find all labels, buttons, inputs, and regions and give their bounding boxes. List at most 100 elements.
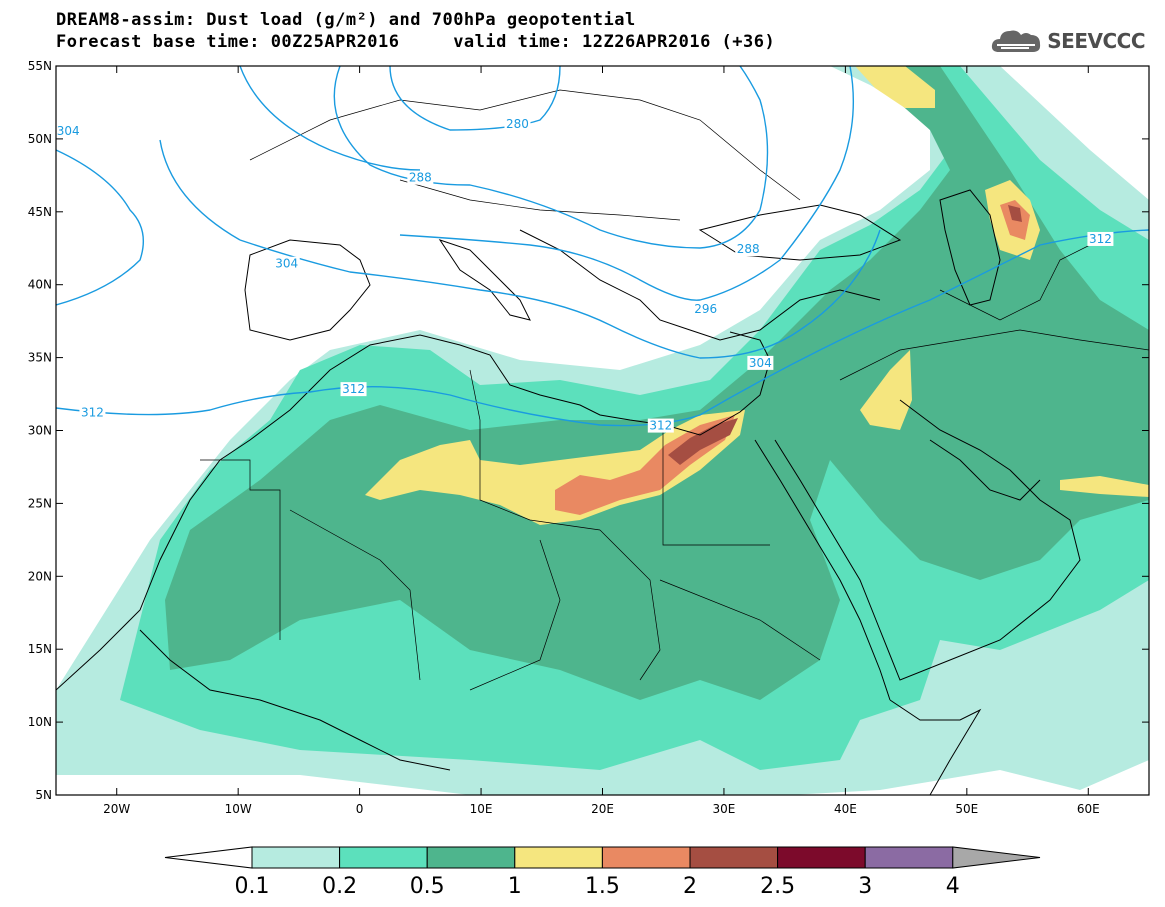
italy-coast	[438, 239, 531, 321]
border-chad	[599, 529, 661, 681]
contour-label-312: 312	[340, 382, 367, 397]
persian-gulf	[929, 439, 1041, 501]
red-sea	[754, 439, 891, 701]
coastlines	[56, 189, 1081, 795]
colorbar-label-3: 3	[858, 874, 872, 899]
cloud-logo-icon	[992, 30, 1041, 52]
balkans-greece	[519, 229, 881, 341]
lon-label-60E: 60E	[1077, 802, 1100, 816]
contour-296	[399, 66, 855, 301]
colorbar-above-arrow	[952, 846, 1041, 869]
colorbar-label-2: 2	[683, 874, 697, 899]
svg-text:288: 288	[737, 242, 760, 256]
colorbar-label-4: 4	[946, 874, 960, 899]
colorbar-box-0.2	[339, 846, 428, 869]
colorbar-below-arrow	[164, 846, 253, 869]
colorbar-box-3	[864, 846, 954, 869]
longitude-axis: 20W 10W 0 10E 20E 30E 40E 50E 60E	[103, 66, 1100, 816]
colorbar-box-1.5	[601, 846, 691, 869]
forecast-times: Forecast base time: 00Z25APR2016 valid t…	[56, 32, 776, 52]
dust-band-2	[668, 418, 738, 465]
colorbar-label-2.5: 2.5	[760, 874, 795, 899]
svg-text:304: 304	[749, 356, 772, 370]
lat-label-25N: 25N	[28, 496, 52, 510]
colorbar-label-0.5: 0.5	[410, 874, 445, 899]
country-borders	[200, 89, 1149, 691]
map-title: DREAM8-assim: Dust load (g/m²) and 700hP…	[56, 10, 636, 30]
logo-text: SEEVCCC	[1047, 29, 1145, 53]
colorbar-box-2.5	[777, 846, 866, 869]
svg-text:312: 312	[81, 405, 104, 419]
lat-label-5N: 5N	[35, 788, 52, 802]
lon-label-10W: 10W	[225, 802, 252, 816]
border-egypt	[662, 430, 770, 546]
colorbar-box-2	[689, 846, 779, 869]
contour-280	[389, 66, 561, 131]
lat-label-40N: 40N	[28, 278, 52, 292]
contour-label-312: 312	[647, 418, 674, 433]
svg-text:296: 296	[694, 302, 717, 316]
contour-280-north	[239, 66, 421, 171]
lon-label-50E: 50E	[955, 802, 978, 816]
lon-label-30E: 30E	[713, 802, 736, 816]
colorbar-label-0.1: 0.1	[235, 874, 270, 899]
black-sea	[698, 204, 902, 261]
west-africa-coast	[139, 629, 451, 771]
contour-label-312: 312	[1087, 231, 1114, 246]
contour-label-312: 312	[79, 405, 106, 420]
lat-label-15N: 15N	[28, 642, 52, 656]
dust-band-1	[365, 410, 745, 525]
svg-text:288: 288	[409, 171, 432, 185]
border-europe	[249, 89, 801, 201]
border-niger	[469, 539, 561, 691]
contour-label-296: 296	[692, 301, 719, 316]
colorbar-box-0.1	[251, 846, 341, 869]
colorbar-boxes	[164, 846, 1041, 869]
dust-band-0.5	[165, 66, 1149, 700]
contour-304-west	[159, 139, 241, 241]
iberia-coast	[244, 239, 371, 341]
lon-label-0: 0	[356, 802, 364, 816]
svg-text:312: 312	[1089, 232, 1112, 246]
seevccc-logo: SEEVCCC	[991, 26, 1145, 56]
geopotential-contours	[56, 66, 1149, 427]
contour-label-288: 288	[735, 242, 762, 257]
contour-label-304: 304	[273, 256, 300, 271]
dust-band-1-arabia	[860, 350, 912, 430]
dust-band-1-north	[855, 66, 935, 108]
colorbar-box-0.5	[426, 846, 516, 869]
border-sudan	[659, 579, 821, 661]
lat-label-35N: 35N	[28, 351, 52, 365]
svg-text:304: 304	[275, 257, 298, 271]
horn-africa	[889, 699, 982, 795]
lat-label-45N: 45N	[28, 205, 52, 219]
contour-304	[56, 149, 881, 359]
contour-labels: 304 280 288 288 296 304 304 312 312 312 312	[55, 116, 1114, 433]
dust-band-2-caspian	[1008, 205, 1022, 222]
lon-label-20E: 20E	[591, 802, 614, 816]
colorbar-box-1	[514, 846, 603, 869]
svg-text:312: 312	[342, 382, 365, 396]
lat-label-50N: 50N	[28, 132, 52, 146]
colorbar-label-1.5: 1.5	[585, 874, 620, 899]
border-iran	[839, 329, 1149, 381]
border-algeria-libya	[469, 369, 601, 531]
north-africa-coast	[56, 331, 771, 691]
lon-label-10E: 10E	[470, 802, 493, 816]
lat-label-30N: 30N	[28, 424, 52, 438]
contour-label-304: 304	[55, 124, 82, 139]
contour-label-288: 288	[407, 170, 434, 185]
border-central-asia	[939, 239, 1101, 321]
colorbar-labels: 0.1 0.2 0.5 1 1.5 2 2.5 3 4	[235, 874, 960, 899]
dust-band-1-gulf	[1060, 476, 1149, 497]
svg-text:280: 280	[506, 117, 529, 131]
colorbar-label-0.2: 0.2	[322, 874, 357, 899]
border-w-sahara	[200, 459, 281, 640]
lon-label-40E: 40E	[834, 802, 857, 816]
svg-text:304: 304	[57, 124, 80, 138]
border-central-europe	[399, 179, 681, 221]
lat-label-20N: 20N	[28, 569, 52, 583]
caspian-sea	[939, 189, 1001, 306]
